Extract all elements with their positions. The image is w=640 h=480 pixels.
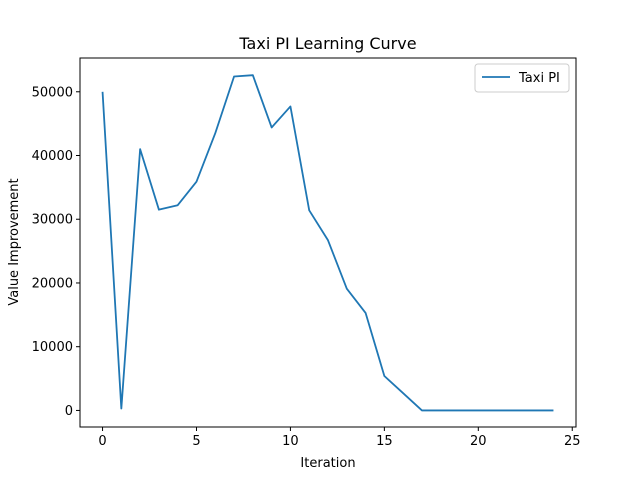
chart-title: Taxi PI Learning Curve (238, 34, 416, 53)
x-axis-ticks: 0 5 10 15 20 25 (98, 427, 581, 449)
y-tick-label: 0 (65, 404, 73, 419)
legend-box (474, 63, 570, 93)
x-tick-label: 25 (564, 434, 581, 449)
x-tick-label: 0 (98, 434, 106, 449)
series-line-0 (101, 74, 554, 412)
series-group (101, 74, 554, 412)
y-tick-label: 50000 (32, 85, 73, 100)
plot-frame (79, 57, 577, 428)
x-tick-label: 10 (282, 434, 299, 449)
legend-label-taxi-pi: Taxi PI (518, 71, 560, 86)
legend: Taxi PI (474, 63, 570, 93)
y-tick-label: 10000 (32, 340, 73, 355)
x-axis-label: Iteration (300, 456, 355, 471)
y-axis-ticks: 0 10000 20000 30000 40000 50000 (32, 85, 80, 419)
y-tick-label: 40000 (32, 149, 73, 164)
y-tick-label: 20000 (32, 276, 73, 291)
x-tick-label: 20 (470, 434, 487, 449)
x-tick-label: 5 (192, 434, 200, 449)
y-tick-label: 30000 (32, 213, 73, 228)
x-tick-label: 15 (376, 434, 393, 449)
y-axis-label: Value Improvement (7, 178, 22, 305)
